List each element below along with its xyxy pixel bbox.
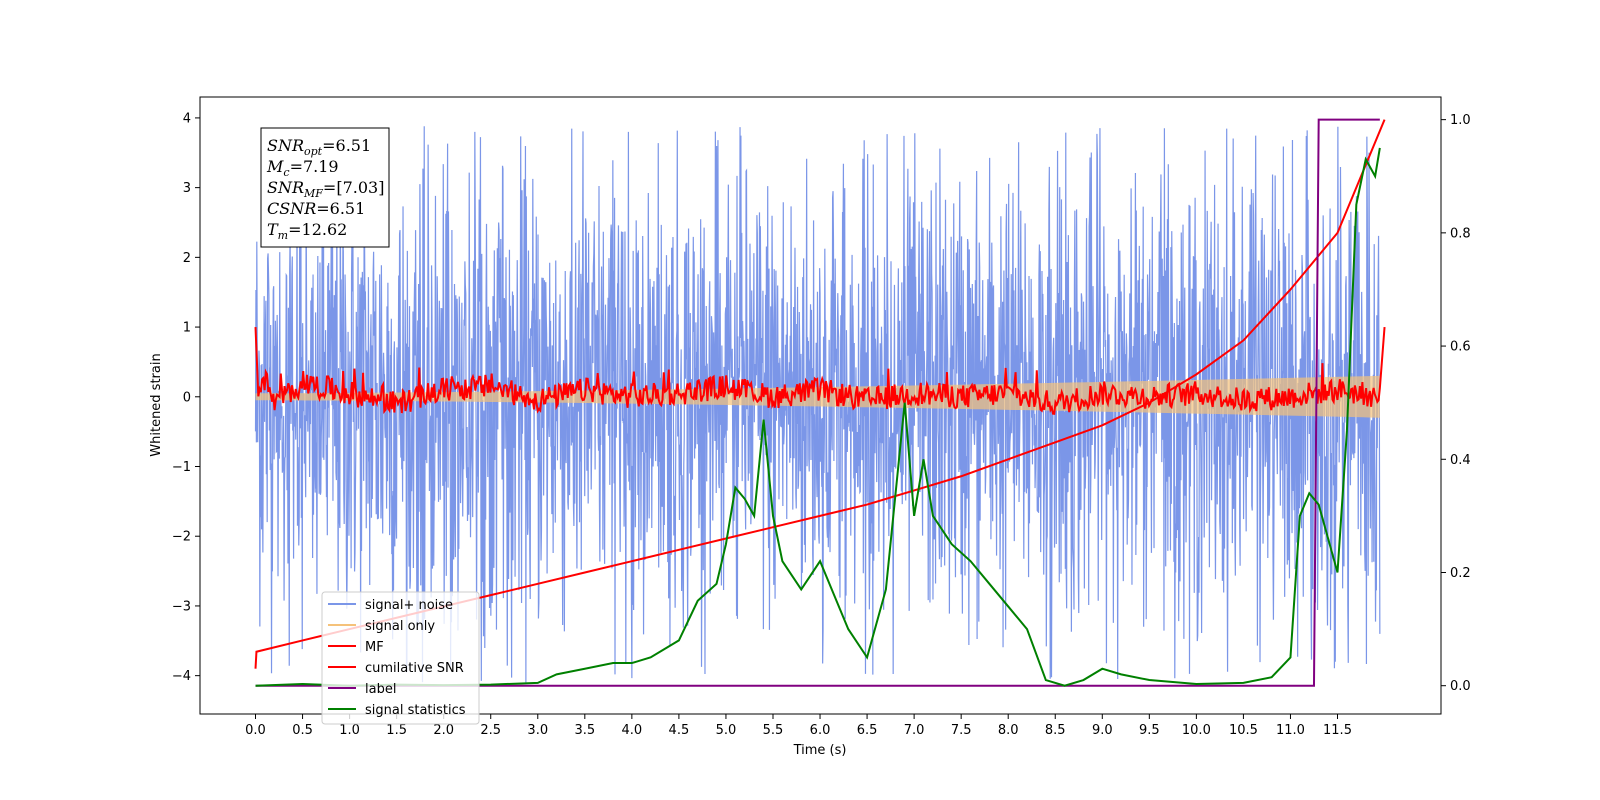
x-tick-label: 5.0 xyxy=(716,723,737,738)
legend-label: MF xyxy=(365,640,384,655)
x-tick-label: 3.0 xyxy=(527,723,548,738)
annotation-line: SNRMF=[7.03] xyxy=(267,178,384,200)
x-axis-ticks: 0.0 0.5 1.0 1.5 2.0 2.5 3.0 3.5 4.0 4.5 5.0 5.5 6.0 6… xyxy=(245,714,1352,738)
series-signal-statistics xyxy=(255,147,1381,687)
y-right-tick-label: 0.2 xyxy=(1450,566,1471,581)
x-axis-label: Time (s) xyxy=(793,743,847,758)
series-label xyxy=(255,118,1380,687)
x-tick-label: 6.0 xyxy=(810,723,831,738)
x-tick-label: 7.0 xyxy=(904,723,925,738)
x-tick-label: 10.0 xyxy=(1182,723,1211,738)
series-mf xyxy=(254,326,1386,415)
legend-label: signal statistics xyxy=(365,703,466,718)
y-right-tick-label: 0.6 xyxy=(1450,340,1471,355)
x-tick-label: 0.0 xyxy=(245,723,266,738)
x-tick-label: 0.5 xyxy=(292,723,313,738)
legend-label: label xyxy=(365,682,396,697)
y-axis-right-ticks: 1.0 0.8 0.6 0.4 0.2 0.0 xyxy=(1441,113,1471,694)
y-tick-label: −2 xyxy=(172,530,191,545)
series-signal-noise xyxy=(254,126,1381,683)
x-tick-label: 8.5 xyxy=(1045,723,1066,738)
y-axis-left-ticks: 4 3 2 1 0 −1 −2 −3 −4 xyxy=(172,111,200,684)
annotation-line: SNRopt=6.51 xyxy=(267,136,371,158)
annotation-line: Tm=12.62 xyxy=(267,220,347,242)
y-tick-label: 3 xyxy=(183,181,191,196)
x-tick-label: 8.0 xyxy=(998,723,1019,738)
legend-label: cumilative SNR xyxy=(365,661,464,676)
y-tick-label: 0 xyxy=(183,390,191,405)
legend-label: signal only xyxy=(365,619,435,634)
x-tick-label: 4.5 xyxy=(669,723,690,738)
x-tick-label: 6.5 xyxy=(857,723,878,738)
y-tick-label: 4 xyxy=(183,111,191,126)
y-right-tick-label: 1.0 xyxy=(1450,113,1471,128)
y-tick-label: −1 xyxy=(172,460,191,475)
y-right-tick-label: 0.8 xyxy=(1450,226,1471,241)
x-tick-label: 10.5 xyxy=(1229,723,1258,738)
x-tick-label: 3.5 xyxy=(574,723,595,738)
y-tick-label: −3 xyxy=(172,599,191,614)
x-tick-label: 1.0 xyxy=(339,723,360,738)
annotation-line: Mc=7.19 xyxy=(266,157,339,179)
x-tick-label: 7.5 xyxy=(951,723,972,738)
y-axis-label: Whitened strain xyxy=(149,353,164,456)
x-tick-label: 1.5 xyxy=(386,723,407,738)
legend-label: signal+ noise xyxy=(365,598,453,613)
y-right-tick-label: 0.0 xyxy=(1450,679,1471,694)
x-tick-label: 9.5 xyxy=(1139,723,1160,738)
y-tick-label: −4 xyxy=(172,669,191,684)
x-tick-label: 9.0 xyxy=(1092,723,1113,738)
x-tick-label: 2.5 xyxy=(480,723,501,738)
y-right-tick-label: 0.4 xyxy=(1450,453,1471,468)
annotation-frame xyxy=(260,127,390,248)
x-tick-label: 5.5 xyxy=(763,723,784,738)
x-tick-label: 4.0 xyxy=(622,723,643,738)
y-tick-label: 1 xyxy=(183,321,191,336)
legend: signal+ noise signal only MF cumilative SNR… xyxy=(321,591,480,725)
y-tick-label: 2 xyxy=(183,251,191,266)
x-tick-label: 11.5 xyxy=(1323,723,1352,738)
legend-frame xyxy=(321,591,480,725)
annotation-line: CSNR=6.51 xyxy=(267,199,365,218)
x-tick-label: 11.0 xyxy=(1276,723,1305,738)
x-tick-label: 2.0 xyxy=(433,723,454,738)
